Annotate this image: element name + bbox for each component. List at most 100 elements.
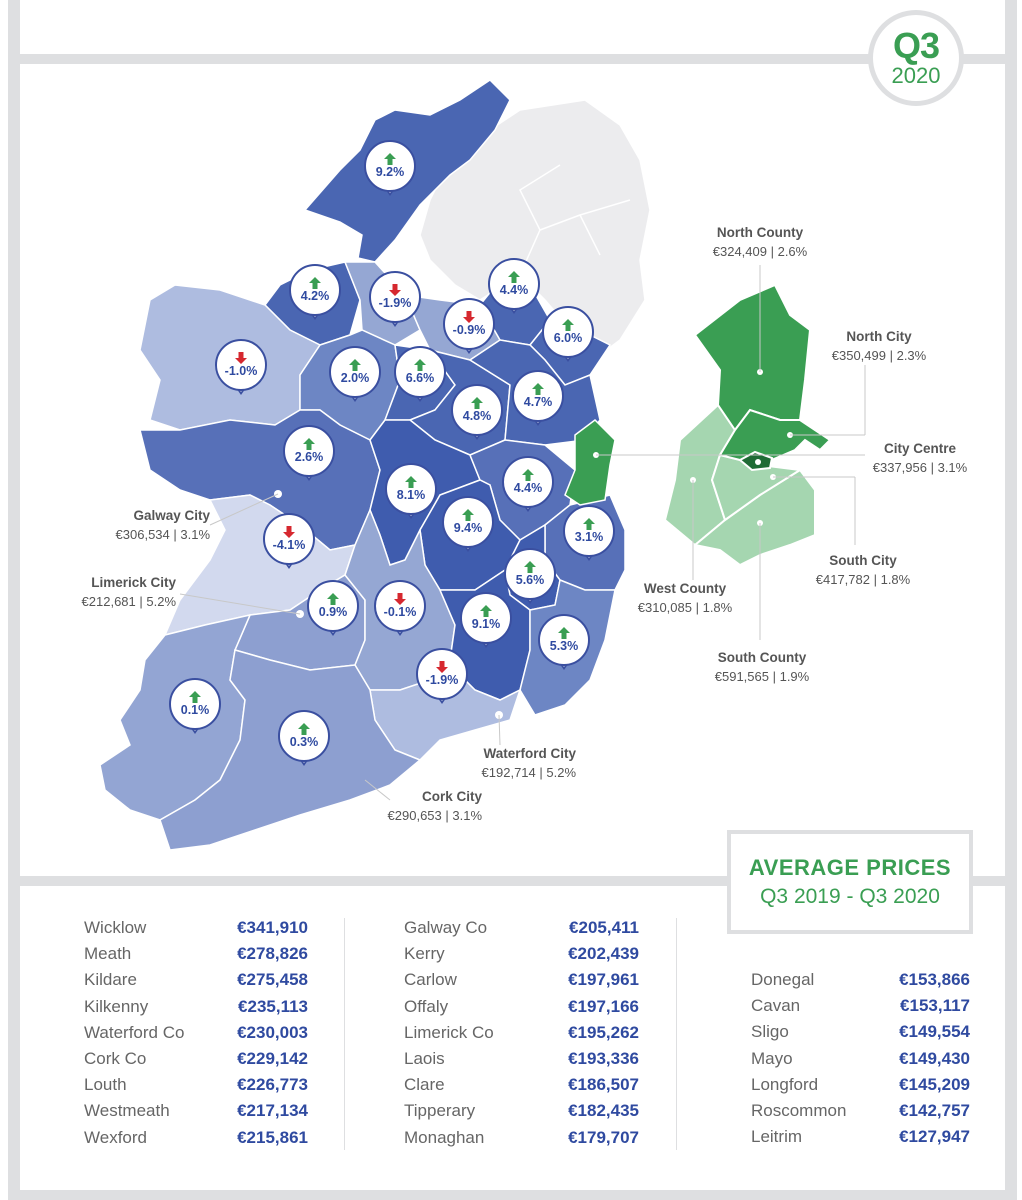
table-divider-1 xyxy=(344,918,345,1150)
arrow-down-icon xyxy=(283,526,295,539)
pin-mayo: -1.0% xyxy=(215,339,273,399)
arrow-down-icon xyxy=(394,593,406,606)
county-name: Kilkenny xyxy=(84,996,149,1016)
arrow-up-icon xyxy=(583,518,595,531)
county-price: €195,262 xyxy=(568,1022,639,1042)
pin-roscommon: 2.0% xyxy=(329,346,387,406)
table-row: Kildare €275,458 xyxy=(84,967,308,993)
county-price: €193,336 xyxy=(568,1049,639,1069)
pin-kerry: 0.1% xyxy=(169,678,227,738)
county-name: Wicklow xyxy=(84,918,147,938)
pin-change-value: 4.7% xyxy=(523,395,553,409)
arrow-up-icon xyxy=(349,359,361,372)
pin-change-value: 4.2% xyxy=(300,289,330,303)
pin-sligo: 4.2% xyxy=(289,264,347,324)
county-name: Mayo xyxy=(751,1048,793,1068)
table-row: Limerick Co €195,262 xyxy=(404,1020,639,1046)
pin-change-value: 4.4% xyxy=(513,481,543,495)
pin-change-value: -1.9% xyxy=(425,673,459,687)
arrow-up-icon xyxy=(405,476,417,489)
dublin-north-city-label: North City €350,499 | 2.3% xyxy=(831,329,927,363)
table-row: Kilkenny €235,113 xyxy=(84,994,308,1020)
county-price: €153,117 xyxy=(900,996,970,1016)
table-row: Tipperary €182,435 xyxy=(404,1098,639,1124)
frame-mid-divider xyxy=(8,876,1017,886)
pin-change-value: 0.3% xyxy=(289,735,319,749)
county-price: €127,947 xyxy=(899,1127,970,1147)
table-row: Wicklow €341,910 xyxy=(84,915,308,941)
pin-carlow: 5.6% xyxy=(504,548,562,608)
table-row: Roscommon €142,757 xyxy=(751,1098,970,1124)
county-name: Waterford Co xyxy=(84,1022,185,1042)
pin-offaly: 8.1% xyxy=(385,463,443,523)
arrow-up-icon xyxy=(558,627,570,640)
arrow-up-icon xyxy=(462,509,474,522)
dublin-region-small xyxy=(564,419,616,506)
county-name: Limerick Co xyxy=(404,1022,494,1042)
county-name: Clare xyxy=(404,1075,445,1095)
arrow-up-icon xyxy=(384,153,396,166)
table-row: Monaghan €179,707 xyxy=(404,1125,639,1151)
price-table-column-1: Wicklow €341,910 Meath €278,826 Kildare €275,… xyxy=(84,915,308,1151)
county-price: €230,003 xyxy=(237,1022,308,1042)
arrow-up-icon xyxy=(414,359,426,372)
county-name: Sligo xyxy=(751,1022,789,1042)
leader-lines xyxy=(179,265,866,801)
pin-change-value: -4.1% xyxy=(272,538,306,552)
county-name: Leitrim xyxy=(751,1127,803,1147)
county-price: €235,113 xyxy=(238,996,308,1016)
year-label: 2020 xyxy=(891,63,941,88)
pin-galway: 2.6% xyxy=(283,425,341,485)
arrow-up-icon xyxy=(309,277,321,290)
galway-city-label: Galway City €306,534 | 3.1% xyxy=(115,508,210,542)
pin-leitrim: -1.9% xyxy=(369,271,427,331)
average-prices-box: AVERAGE PRICES Q3 2019 - Q3 2020 xyxy=(727,830,973,934)
price-table-column-2: Galway Co €205,411 Kerry €202,439 Carlow €197… xyxy=(404,915,639,1151)
arrow-down-icon xyxy=(436,661,448,674)
pin-change-value: 5.3% xyxy=(549,639,579,653)
dublin-south-county-label: South County €591,565 | 1.9% xyxy=(714,650,810,684)
county-price: €153,866 xyxy=(899,970,970,990)
pin-louth: 6.0% xyxy=(542,306,600,366)
pin-change-value: 9.2% xyxy=(375,165,405,179)
table-row: Cavan €153,117 xyxy=(751,993,970,1019)
county-name: Offaly xyxy=(404,996,449,1016)
pin-change-value: -1.0% xyxy=(224,364,258,378)
quarter-label: Q3 xyxy=(892,25,940,66)
pin-change-value: -1.9% xyxy=(378,296,412,310)
table-row: Meath €278,826 xyxy=(84,941,308,967)
arrow-down-icon xyxy=(235,352,247,365)
table-row: Sligo €149,554 xyxy=(751,1019,970,1045)
average-prices-title: AVERAGE PRICES xyxy=(748,855,952,880)
dublin-city-centre-label: City Centre €337,956 | 3.1% xyxy=(872,441,968,475)
table-row: Wexford €215,861 xyxy=(84,1125,308,1151)
pin-donegal: 9.2% xyxy=(364,140,422,200)
pin-kildare: 4.4% xyxy=(502,456,560,516)
arrow-up-icon xyxy=(303,438,315,451)
county-price: €226,773 xyxy=(237,1075,308,1095)
county-name: Cork Co xyxy=(84,1049,147,1069)
pin-tipperary: -0.1% xyxy=(374,580,432,640)
county-price: €149,554 xyxy=(899,1022,970,1042)
pin-change-value: 0.1% xyxy=(180,703,210,717)
county-price: €182,435 xyxy=(568,1101,639,1121)
pin-laois: 9.4% xyxy=(442,496,500,556)
arrow-up-icon xyxy=(522,469,534,482)
county-price: €186,507 xyxy=(568,1075,639,1095)
county-price: €149,430 xyxy=(899,1048,970,1068)
pin-waterford: -1.9% xyxy=(416,648,474,708)
county-price: €341,910 xyxy=(237,918,308,938)
table-row: Waterford Co €230,003 xyxy=(84,1020,308,1046)
arrow-up-icon xyxy=(524,561,536,574)
county-name: Kildare xyxy=(84,970,137,990)
county-name: Donegal xyxy=(751,970,815,990)
arrow-down-icon xyxy=(463,311,475,324)
pin-westmeath: 4.8% xyxy=(451,384,509,444)
county-name: Meath xyxy=(84,944,132,964)
frame-right xyxy=(1005,0,1017,1200)
table-row: Donegal €153,866 xyxy=(751,967,970,993)
table-row: Clare €186,507 xyxy=(404,1072,639,1098)
pin-change-value: 0.9% xyxy=(318,605,348,619)
waterford-city-label: Waterford City €192,714 | 5.2% xyxy=(481,746,576,780)
pin-change-value: 2.0% xyxy=(340,371,370,385)
